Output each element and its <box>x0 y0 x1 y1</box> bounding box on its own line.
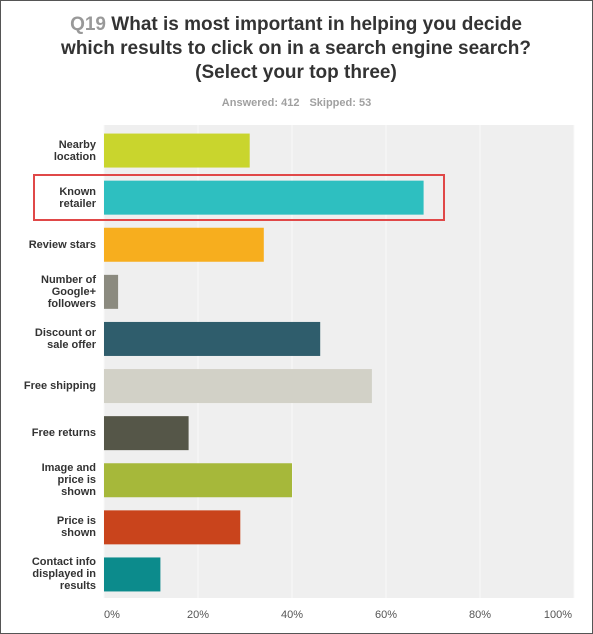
category-label: Number of Google+ followers <box>41 273 96 310</box>
bar <box>104 133 250 168</box>
response-stats: Answered: 412 Skipped: 53 <box>1 97 592 109</box>
category-label: Review stars <box>28 238 96 251</box>
skipped: Skipped: 53 <box>309 97 372 109</box>
category-label: Nearby location <box>53 138 96 163</box>
bar <box>104 274 119 309</box>
x-tick-label: 0% <box>104 609 120 621</box>
category-label: Discount or sale offer <box>34 326 96 351</box>
bar <box>104 369 372 404</box>
answered: Answered: 412 <box>221 97 300 109</box>
x-tick-label: 60% <box>375 609 397 621</box>
bar <box>104 463 292 498</box>
question-number: Q19 <box>70 14 106 35</box>
chart-title-block: Q19 What is most important in helping yo… <box>61 13 531 85</box>
category-label: Contact info displayed in results <box>31 556 96 593</box>
category-label: Known retailer <box>59 185 96 210</box>
chart-title: What is most important in helping you de… <box>61 14 531 83</box>
bar <box>104 416 189 451</box>
bar <box>104 227 264 262</box>
bar <box>104 557 161 592</box>
highlight-box <box>33 174 445 221</box>
bar <box>104 510 241 545</box>
category-label: Free returns <box>31 427 96 440</box>
bar <box>104 180 424 215</box>
category-label: Price is shown <box>56 515 96 540</box>
x-tick-label: 40% <box>281 609 303 621</box>
category-label: Image and price is shown <box>41 462 96 499</box>
category-label: Free shipping <box>23 380 96 393</box>
bar <box>104 321 321 356</box>
x-tick-label: 80% <box>469 609 491 621</box>
x-tick-label: 20% <box>187 609 209 621</box>
x-tick-label: 100% <box>544 609 572 621</box>
